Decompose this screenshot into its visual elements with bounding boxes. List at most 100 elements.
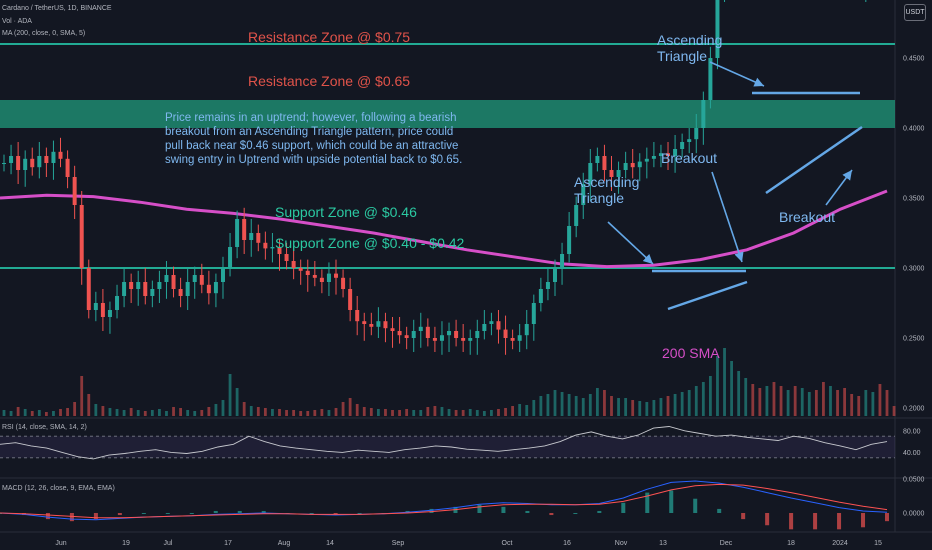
- candle-body: [93, 303, 98, 310]
- arrow-breakout-mid: [711, 171, 744, 263]
- volume-bar: [878, 384, 882, 416]
- candle-body: [171, 275, 176, 289]
- candle-body: [298, 268, 303, 271]
- volume-bar: [504, 408, 507, 416]
- volume-bar: [567, 394, 571, 416]
- label-resistance-065: Resistance Zone @ $0.65: [248, 73, 410, 89]
- volume-bar: [461, 410, 465, 416]
- candle-body: [115, 296, 120, 310]
- volume-bar: [723, 348, 726, 416]
- volume-bar: [101, 406, 105, 416]
- time-tick: 14: [326, 540, 334, 547]
- volume-bar: [271, 409, 274, 416]
- candle-body: [270, 247, 275, 249]
- macd-histogram-bar: [813, 513, 818, 530]
- analysis-note-line: swing entry in Uptrend with upside poten…: [165, 154, 462, 166]
- volume-bar: [560, 392, 564, 416]
- volume-bar: [511, 406, 515, 416]
- candle-body: [397, 331, 402, 336]
- analysis-note-line: breakout from an Ascending Triangle patt…: [165, 126, 453, 138]
- macd-histogram-bar: [117, 513, 122, 516]
- volume-bar: [433, 406, 437, 416]
- candle-body: [411, 331, 416, 338]
- candle-body: [687, 139, 692, 142]
- volume-bar: [426, 407, 430, 416]
- volume-bar: [384, 409, 387, 416]
- label-breakout-right: Breakout: [779, 209, 835, 225]
- candle-body: [666, 153, 671, 156]
- candle-body: [461, 338, 466, 341]
- volume-bar: [482, 411, 486, 416]
- candle-body: [510, 338, 515, 341]
- volume-bar: [52, 411, 55, 416]
- time-tick: Jul: [164, 540, 173, 547]
- volume-bar: [864, 390, 868, 416]
- volume-bar: [200, 410, 204, 416]
- candle-body: [341, 277, 346, 289]
- price-tick: 0.3500: [903, 196, 925, 203]
- candle-body: [213, 282, 218, 294]
- volume-bar: [624, 398, 628, 416]
- macd-histogram-bar: [525, 510, 530, 513]
- candle-body: [164, 275, 169, 282]
- label-200-sma: 200 SMA: [662, 345, 720, 361]
- volume-bar: [143, 411, 147, 416]
- volume-bar: [518, 404, 522, 416]
- candle-body: [284, 254, 289, 261]
- candle-body: [30, 158, 35, 168]
- candle-body: [72, 177, 77, 205]
- volume-bar: [687, 390, 691, 416]
- candle-body: [44, 156, 49, 163]
- price-tick: 0.4000: [903, 126, 925, 133]
- candle-body: [2, 163, 6, 164]
- volume-bar: [800, 388, 804, 416]
- volume-bar: [172, 407, 175, 416]
- volume-bar: [2, 410, 6, 416]
- time-tick: Sep: [392, 540, 405, 547]
- candle-body: [496, 321, 501, 330]
- volume-bar: [186, 410, 190, 416]
- sma200-line: [0, 189, 888, 269]
- candle-body: [150, 289, 155, 296]
- volume-bar: [581, 398, 585, 416]
- candle-body: [715, 0, 720, 58]
- time-tick: 16: [563, 540, 571, 547]
- volume-bar: [221, 400, 225, 416]
- volume-bar: [595, 388, 599, 416]
- time-tick: 13: [659, 540, 667, 547]
- candle-body: [588, 163, 593, 184]
- volume-bar: [306, 411, 310, 416]
- macd-indicator-label: MACD (12, 26, close, 9, EMA, EMA): [2, 485, 115, 492]
- currency-button[interactable]: USDT: [904, 4, 926, 21]
- volume-bar: [320, 409, 324, 416]
- volume-bar: [744, 378, 748, 416]
- arrow-asc-triangle-top: [709, 61, 765, 87]
- volume-bar: [737, 371, 741, 416]
- volume-bar: [532, 400, 536, 416]
- volume-bar: [165, 411, 168, 416]
- volume-bar: [666, 396, 670, 416]
- volume-bar: [574, 396, 578, 416]
- volume-bar: [814, 390, 818, 416]
- candle-body: [9, 156, 14, 163]
- volume-bar: [179, 408, 182, 416]
- label-resistance-075: Resistance Zone @ $0.75: [248, 29, 410, 45]
- volume-bar: [490, 410, 493, 416]
- label-asc-triangle-mid: Ascending: [574, 174, 639, 190]
- volume-bar: [680, 392, 684, 416]
- volume-bar: [659, 398, 663, 416]
- candle-body: [355, 310, 360, 322]
- volume-bar: [87, 394, 91, 416]
- volume-bar: [779, 386, 783, 416]
- volume-bar: [850, 394, 854, 416]
- volume-bar: [645, 402, 649, 416]
- candle-body: [390, 328, 395, 331]
- price-tick: 0.2500: [903, 336, 925, 343]
- candle-body: [524, 324, 529, 336]
- candle-body: [560, 254, 565, 268]
- volume-bar: [412, 410, 416, 416]
- candle-body: [242, 219, 247, 240]
- volume-bar: [150, 410, 154, 416]
- volume-bar: [751, 384, 755, 416]
